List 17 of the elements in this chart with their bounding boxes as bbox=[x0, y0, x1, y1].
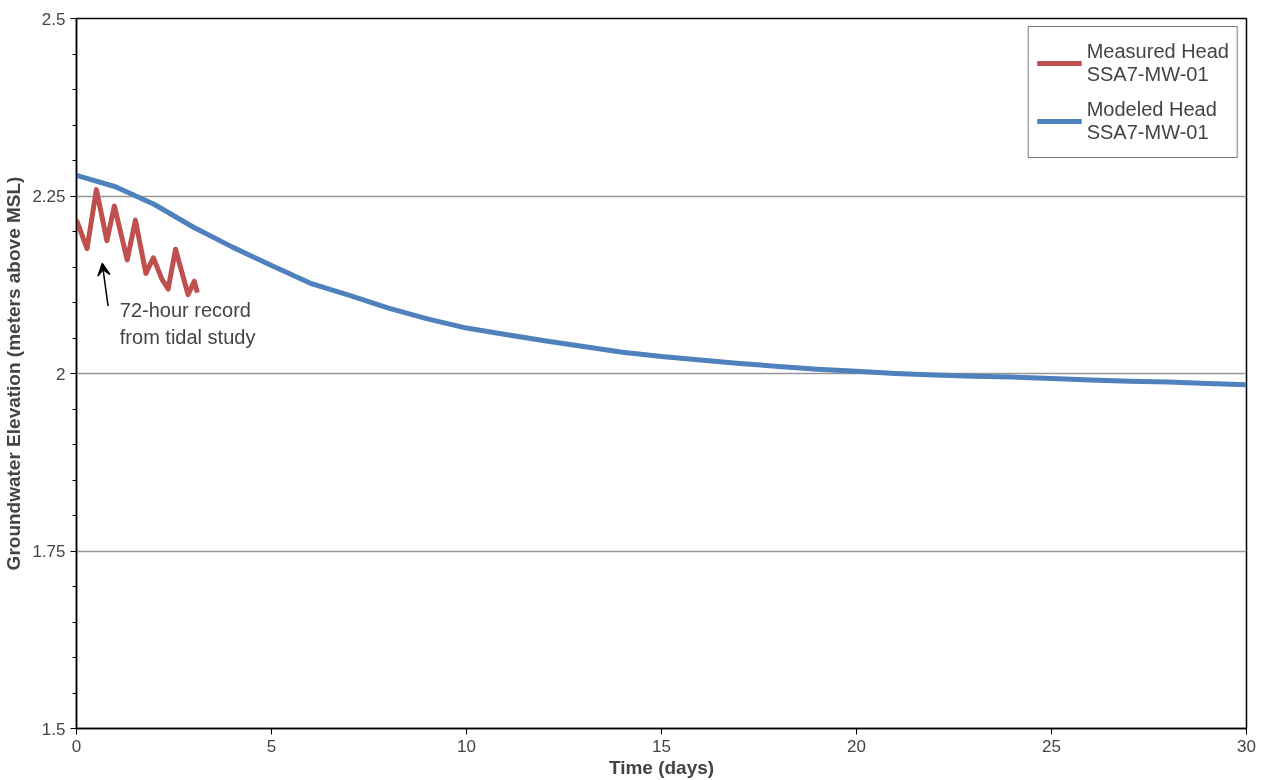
x-tick-label: 10 bbox=[457, 736, 476, 756]
y-axis-title: Groundwater Elevation (meters above MSL) bbox=[3, 176, 25, 571]
y-tick-label: 2 bbox=[56, 364, 66, 384]
y-tick-label: 1.5 bbox=[41, 719, 66, 739]
x-tick-label: 15 bbox=[652, 736, 671, 756]
x-tick-label: 0 bbox=[71, 736, 82, 756]
x-tick-label: 30 bbox=[1237, 736, 1256, 756]
x-tick-label: 20 bbox=[847, 736, 866, 756]
x-tick-label: 25 bbox=[1042, 736, 1061, 756]
x-axis-title: Time (days) bbox=[608, 756, 715, 778]
legend-label: Modeled Head SSA7-MW-01 bbox=[1086, 97, 1217, 145]
y-tick-label: 2.25 bbox=[32, 187, 66, 206]
annotation: 72-hour record from tidal study bbox=[119, 298, 256, 349]
x-tick-label: 5 bbox=[266, 736, 277, 756]
y-tick-label: 2.5 bbox=[41, 9, 66, 29]
y-tick-label: 1.75 bbox=[32, 542, 66, 561]
legend-label: Measured Head SSA7-MW-01 bbox=[1086, 39, 1229, 87]
